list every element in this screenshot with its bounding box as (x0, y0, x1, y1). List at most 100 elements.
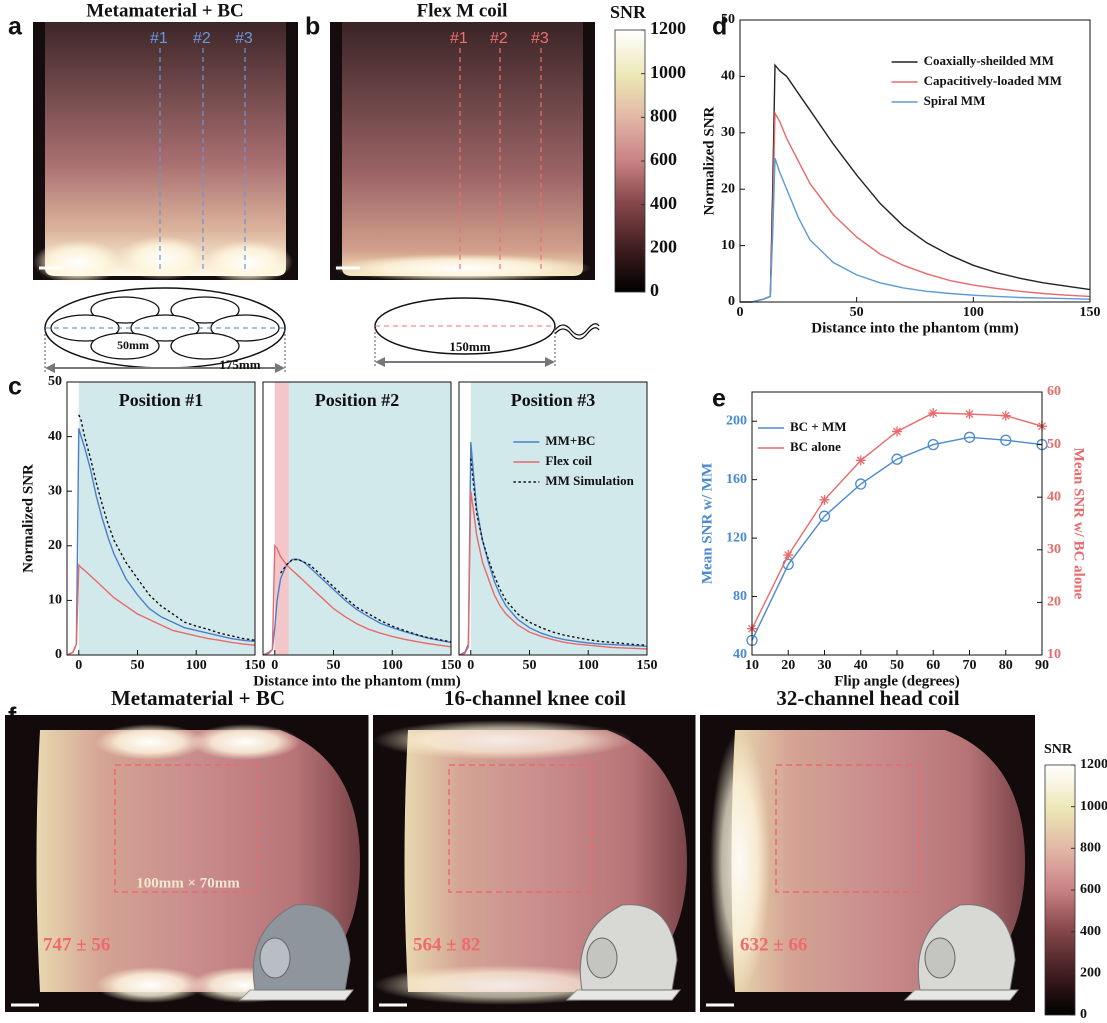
x-axis-label: Distance into the phantom (mm) (811, 320, 1019, 336)
profile-label: #3 (531, 30, 549, 47)
hotspot (95, 724, 205, 760)
x-tick-label: 50 (850, 305, 864, 320)
x-tick-label: 150 (441, 658, 462, 673)
snr-value: 564 ± 82 (413, 934, 480, 955)
profile-label: #3 (235, 30, 253, 47)
x-tick-label: 150 (1080, 305, 1101, 320)
x-tick-label: 100 (578, 658, 599, 673)
colorbar-tick-label: 1200 (1080, 757, 1107, 772)
marker (928, 408, 939, 419)
marker (1000, 410, 1011, 421)
x-tick-label: 50 (890, 658, 904, 673)
colorbar-tick-label: 600 (1080, 882, 1101, 897)
x-axis-label: Flip angle (degrees) (834, 673, 960, 689)
series-line (262, 543, 452, 656)
legend-label: BC + MM (790, 419, 847, 434)
legend-label: MM Simulation (545, 473, 634, 488)
y2-tick-label: 60 (1047, 384, 1061, 399)
marker (927, 438, 939, 451)
coil-opening (259, 937, 291, 979)
y-tick-label: 200 (726, 413, 747, 428)
chart-title: Position #1 (119, 390, 204, 410)
panel-title: 32-channel head coil (776, 686, 959, 710)
profile-label: #1 (450, 30, 468, 47)
series-line (458, 491, 648, 656)
colorbar-tick-label: 600 (650, 149, 677, 169)
panel-title: Flex M coil (417, 0, 508, 21)
hotspot (190, 724, 300, 760)
panel-letter: e (712, 385, 726, 413)
hotspot (332, 254, 592, 282)
panel-letter: a (8, 13, 23, 41)
y2-tick-label: 40 (1047, 489, 1061, 504)
plot-frame (739, 19, 1091, 303)
x-tick-label: 90 (1035, 658, 1049, 673)
panel-title: Metamaterial + BC (86, 0, 244, 21)
metamaterial-element (170, 296, 240, 324)
chart-title: Position #2 (315, 390, 400, 410)
hotspot (203, 240, 293, 284)
marker (1000, 434, 1012, 446)
coil-opening (586, 937, 618, 979)
colorbar-tick-label: 800 (650, 105, 677, 125)
x-tick-label: 50 (523, 658, 537, 673)
legend-label: Coaxially-sheilded MM (924, 53, 1054, 68)
x-tick-label: 50 (131, 658, 145, 673)
hotspot (710, 732, 770, 992)
y-tick-label: 50 (48, 374, 62, 389)
y-tick-label: 40 (733, 647, 747, 662)
x-tick-label: 150 (245, 658, 266, 673)
plot-frame (458, 381, 648, 656)
y-tick-label: 10 (721, 238, 735, 253)
panel-letter: b (305, 13, 320, 41)
series-line (470, 458, 648, 646)
x-tick-label: 70 (963, 658, 977, 673)
roi (448, 764, 593, 893)
series-line (740, 157, 1091, 303)
coil-lead (554, 323, 600, 340)
marker (891, 453, 903, 465)
series-line (66, 428, 256, 656)
legend-label: BC alone (790, 439, 841, 454)
colorbar-tick-label: 200 (1080, 966, 1101, 981)
x-tick-label: 20 (781, 658, 795, 673)
phantom-image (45, 22, 286, 276)
y-tick-label: 80 (733, 589, 747, 604)
colorbar (614, 29, 646, 293)
roi-label: 100mm × 70mm (136, 875, 240, 891)
chart-title: Position #3 (511, 390, 596, 410)
y-tick-label: 20 (721, 181, 735, 196)
series-line (262, 558, 452, 656)
colorbar-tick-label: 200 (650, 236, 677, 256)
metamaterial-element (90, 332, 160, 360)
x-tick-label: 100 (186, 658, 207, 673)
panel-title: 16-channel knee coil (444, 686, 626, 710)
y2-tick-label: 50 (1047, 437, 1061, 452)
x-tick-label: 40 (854, 658, 868, 673)
y-tick-label: 40 (721, 69, 735, 84)
x-tick-label: 0 (737, 305, 744, 320)
y-tick-label: 20 (48, 538, 62, 553)
legend-label: MM+BC (545, 433, 595, 448)
marker (783, 550, 794, 561)
hotspot (95, 967, 205, 1003)
metamaterial-element (170, 332, 240, 360)
coil-base (903, 989, 1020, 1001)
plot-frame (66, 381, 256, 656)
hotspot (373, 965, 633, 1005)
x-tick-label: 100 (382, 658, 403, 673)
plot-frame (262, 381, 452, 656)
coil-base (238, 989, 355, 1001)
colorbar-tick-label: 0 (650, 280, 659, 300)
series-line (751, 436, 1043, 641)
y-tick-label: 30 (721, 125, 735, 140)
y-tick-label: 0 (728, 294, 735, 309)
series-line (458, 442, 648, 656)
x-tick-label: 30 (818, 658, 832, 673)
y2-axis-label: Mean SNR w/ BC alone (1071, 448, 1087, 600)
x-tick-label: 80 (999, 658, 1013, 673)
legend-label: Flex coil (545, 453, 592, 468)
colorbar-tick-label: 1200 (650, 18, 686, 38)
roi (114, 764, 259, 893)
colorbar-title: SNR (610, 2, 647, 22)
